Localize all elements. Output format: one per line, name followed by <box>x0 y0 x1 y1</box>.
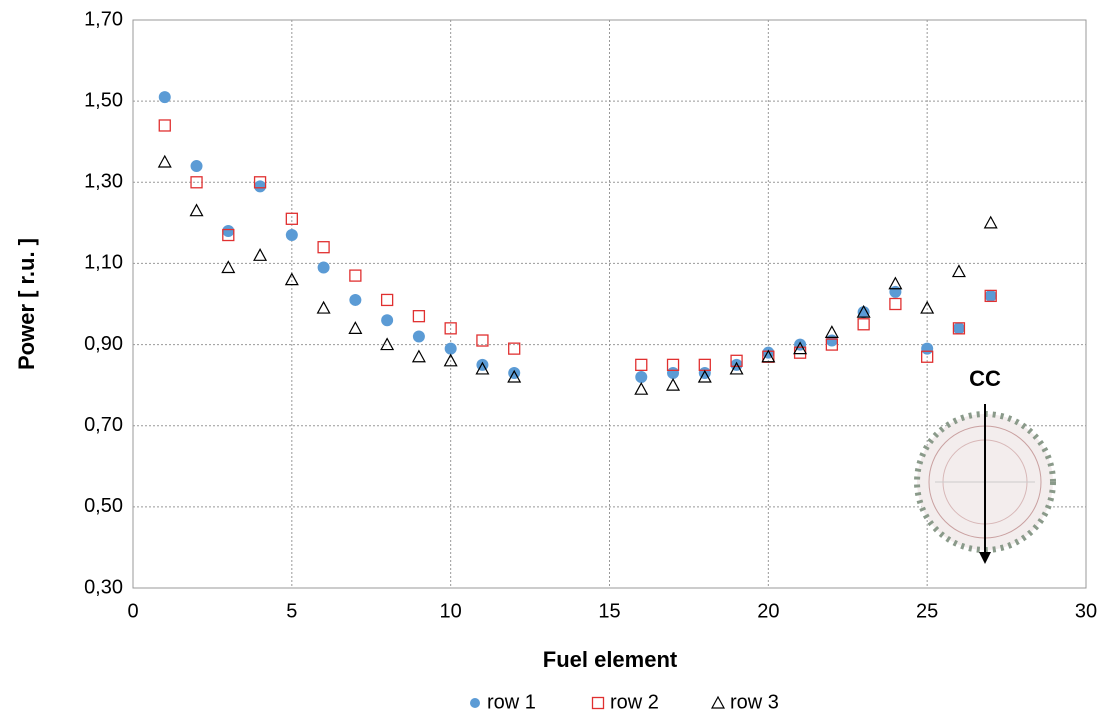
point <box>349 293 362 306</box>
legend-marker <box>591 696 605 710</box>
point <box>729 361 744 375</box>
x-tick-label: 0 <box>127 600 138 622</box>
point <box>475 361 490 375</box>
point <box>222 228 235 242</box>
point <box>730 358 743 371</box>
legend-marker <box>710 695 726 709</box>
point <box>412 330 425 343</box>
point <box>508 342 521 355</box>
y-tick-label: 1,70 <box>84 8 123 30</box>
point <box>444 342 457 355</box>
point <box>698 366 711 379</box>
point <box>635 371 648 384</box>
point <box>158 119 171 132</box>
point <box>285 212 298 225</box>
point <box>284 272 299 286</box>
point <box>253 248 268 261</box>
x-tick-label: 10 <box>440 600 462 622</box>
y-tick-label: 0,30 <box>84 576 123 598</box>
point <box>190 176 203 189</box>
y-tick-label: 1,30 <box>84 171 123 193</box>
point <box>730 354 743 367</box>
point <box>158 91 171 104</box>
point <box>507 369 522 383</box>
point <box>254 180 267 193</box>
point <box>317 261 330 274</box>
point <box>762 346 775 359</box>
point <box>411 349 426 363</box>
point <box>983 215 998 229</box>
point <box>157 154 172 168</box>
point <box>889 285 902 298</box>
legend-marker <box>470 698 480 708</box>
point <box>761 349 776 363</box>
point <box>508 366 521 379</box>
point <box>952 322 965 335</box>
annotation: CC <box>969 366 1001 391</box>
point <box>285 229 298 242</box>
legend-label: row 3 <box>730 691 779 713</box>
point <box>380 293 394 307</box>
point <box>984 289 997 302</box>
point <box>667 366 680 379</box>
point <box>348 321 363 334</box>
point <box>190 160 203 173</box>
point <box>793 341 808 355</box>
x-tick-label: 30 <box>1075 600 1097 622</box>
x-tick-label: 20 <box>757 600 779 622</box>
point <box>189 203 204 217</box>
x-tick-label: 25 <box>916 600 938 622</box>
point <box>381 314 394 327</box>
point <box>317 241 330 254</box>
y-tick-label: 1,10 <box>84 252 123 274</box>
point <box>444 322 457 335</box>
point <box>824 325 839 338</box>
point <box>794 338 807 351</box>
y-tick-label: 0,50 <box>84 495 123 517</box>
point <box>825 338 839 351</box>
point <box>889 297 902 311</box>
point <box>921 342 934 355</box>
point <box>635 358 648 372</box>
point <box>316 300 331 314</box>
point <box>984 289 997 303</box>
y-tick-label: 0,90 <box>84 333 123 355</box>
point <box>412 310 426 323</box>
point <box>888 276 903 290</box>
point <box>222 224 235 237</box>
y-tick-label: 1,50 <box>84 89 123 111</box>
point <box>857 306 870 319</box>
point <box>443 353 458 367</box>
point <box>253 176 267 189</box>
arrow-head <box>979 552 991 564</box>
point <box>476 358 489 371</box>
point <box>697 369 712 383</box>
legend-label: row 1 <box>487 691 536 713</box>
point <box>666 358 680 372</box>
x-tick-label: 5 <box>286 600 297 622</box>
x-axis-label: Fuel element <box>543 647 678 672</box>
point <box>349 269 362 282</box>
y-axis-label: Power [ r.u. ] <box>14 238 39 370</box>
point <box>921 350 934 363</box>
point <box>856 304 871 318</box>
legend-label: row 2 <box>610 691 659 713</box>
point <box>951 264 966 278</box>
point <box>920 300 935 314</box>
point <box>221 260 236 274</box>
point <box>634 381 649 395</box>
x-tick-label: 15 <box>598 600 620 622</box>
point <box>380 337 395 351</box>
y-tick-label: 0,70 <box>84 414 123 436</box>
point <box>857 318 870 331</box>
point <box>952 322 966 335</box>
point <box>666 377 681 391</box>
point <box>825 334 838 347</box>
point <box>476 334 489 347</box>
plot-border <box>132 19 1087 589</box>
